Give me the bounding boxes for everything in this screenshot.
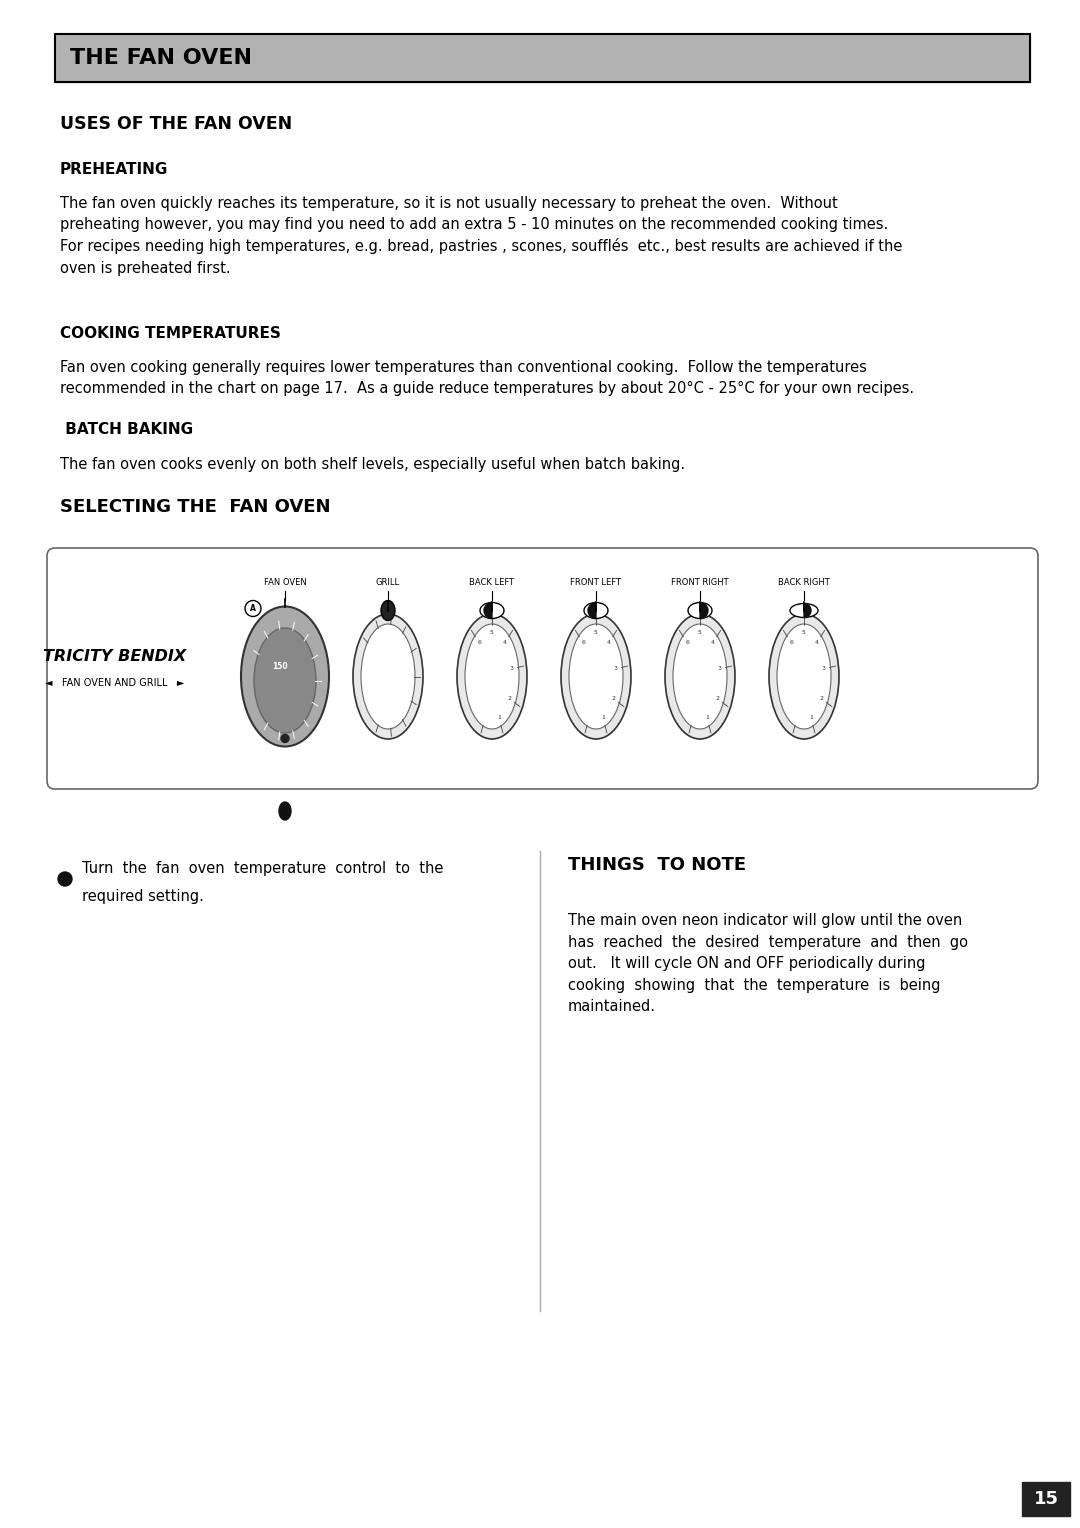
- Ellipse shape: [254, 628, 316, 733]
- Text: 1: 1: [809, 715, 813, 720]
- Text: Turn  the  fan  oven  temperature  control  to  the: Turn the fan oven temperature control to…: [82, 860, 444, 876]
- Text: 6: 6: [477, 640, 481, 645]
- Ellipse shape: [688, 602, 712, 619]
- Text: 4: 4: [711, 640, 715, 645]
- Text: 1: 1: [600, 715, 605, 720]
- Text: THINGS  TO NOTE: THINGS TO NOTE: [568, 856, 746, 874]
- Ellipse shape: [480, 602, 504, 619]
- Ellipse shape: [777, 623, 831, 729]
- Text: 3: 3: [718, 666, 721, 671]
- Wedge shape: [588, 602, 596, 619]
- Text: 5: 5: [802, 630, 806, 636]
- Ellipse shape: [457, 614, 527, 740]
- Ellipse shape: [789, 604, 818, 617]
- Text: 1: 1: [497, 715, 501, 720]
- Ellipse shape: [561, 614, 631, 740]
- Wedge shape: [804, 604, 811, 617]
- Ellipse shape: [465, 623, 519, 729]
- Ellipse shape: [353, 614, 423, 740]
- Text: FRONT LEFT: FRONT LEFT: [570, 578, 621, 587]
- Text: 2: 2: [611, 695, 616, 701]
- Text: 2: 2: [508, 695, 511, 701]
- Ellipse shape: [569, 623, 623, 729]
- Text: 5: 5: [490, 630, 494, 636]
- Text: 6: 6: [789, 640, 793, 645]
- Text: required setting.: required setting.: [82, 889, 204, 905]
- Text: 2: 2: [715, 695, 719, 701]
- FancyBboxPatch shape: [48, 549, 1038, 788]
- Text: PREHEATING: PREHEATING: [60, 162, 168, 177]
- Text: BATCH BAKING: BATCH BAKING: [60, 422, 193, 437]
- Ellipse shape: [665, 614, 735, 740]
- Text: 2: 2: [820, 695, 823, 701]
- Text: 1: 1: [705, 715, 708, 720]
- Text: THE FAN OVEN: THE FAN OVEN: [70, 47, 252, 69]
- Ellipse shape: [584, 602, 608, 619]
- Text: BACK LEFT: BACK LEFT: [470, 578, 514, 587]
- Ellipse shape: [241, 607, 329, 747]
- Wedge shape: [700, 602, 708, 619]
- Bar: [55, 34, 1030, 83]
- Text: The main oven neon indicator will glow until the oven
has  reached  the  desired: The main oven neon indicator will glow u…: [568, 914, 968, 1015]
- Text: Fan oven cooking generally requires lower temperatures than conventional cooking: Fan oven cooking generally requires lowe…: [60, 361, 914, 396]
- Wedge shape: [484, 602, 492, 619]
- Text: FRONT RIGHT: FRONT RIGHT: [671, 578, 729, 587]
- Text: FAN OVEN: FAN OVEN: [264, 578, 307, 587]
- Text: 5: 5: [698, 630, 702, 636]
- Text: 3: 3: [822, 666, 826, 671]
- Ellipse shape: [279, 802, 291, 821]
- Text: GRILL: GRILL: [376, 578, 400, 587]
- Text: The fan oven cooks evenly on both shelf levels, especially useful when batch bak: The fan oven cooks evenly on both shelf …: [60, 457, 685, 472]
- Text: USES OF THE FAN OVEN: USES OF THE FAN OVEN: [60, 115, 293, 133]
- Text: COOKING TEMPERATURES: COOKING TEMPERATURES: [60, 325, 281, 341]
- Ellipse shape: [769, 614, 839, 740]
- Text: ◄   FAN OVEN AND GRILL   ►: ◄ FAN OVEN AND GRILL ►: [45, 677, 185, 688]
- Text: 3: 3: [613, 666, 618, 671]
- Text: A: A: [251, 604, 256, 613]
- Text: 150: 150: [272, 662, 287, 671]
- Text: 15: 15: [1034, 1490, 1058, 1508]
- Ellipse shape: [361, 623, 415, 729]
- Text: 4: 4: [607, 640, 611, 645]
- Ellipse shape: [381, 601, 395, 620]
- Circle shape: [281, 735, 289, 743]
- Text: 6: 6: [581, 640, 585, 645]
- Text: BACK RIGHT: BACK RIGHT: [778, 578, 829, 587]
- Text: 5: 5: [594, 630, 598, 636]
- Text: 3: 3: [510, 666, 514, 671]
- Text: SELECTING THE  FAN OVEN: SELECTING THE FAN OVEN: [60, 498, 330, 516]
- Bar: [1022, 1482, 1070, 1516]
- Text: The fan oven quickly reaches its temperature, so it is not usually necessary to : The fan oven quickly reaches its tempera…: [60, 196, 903, 275]
- Text: 4: 4: [814, 640, 819, 645]
- Circle shape: [58, 872, 72, 886]
- Text: TRICITY BENDIX: TRICITY BENDIX: [43, 649, 187, 665]
- Text: 4: 4: [503, 640, 507, 645]
- Text: 6: 6: [685, 640, 689, 645]
- Bar: [55, 34, 1030, 83]
- Ellipse shape: [673, 623, 727, 729]
